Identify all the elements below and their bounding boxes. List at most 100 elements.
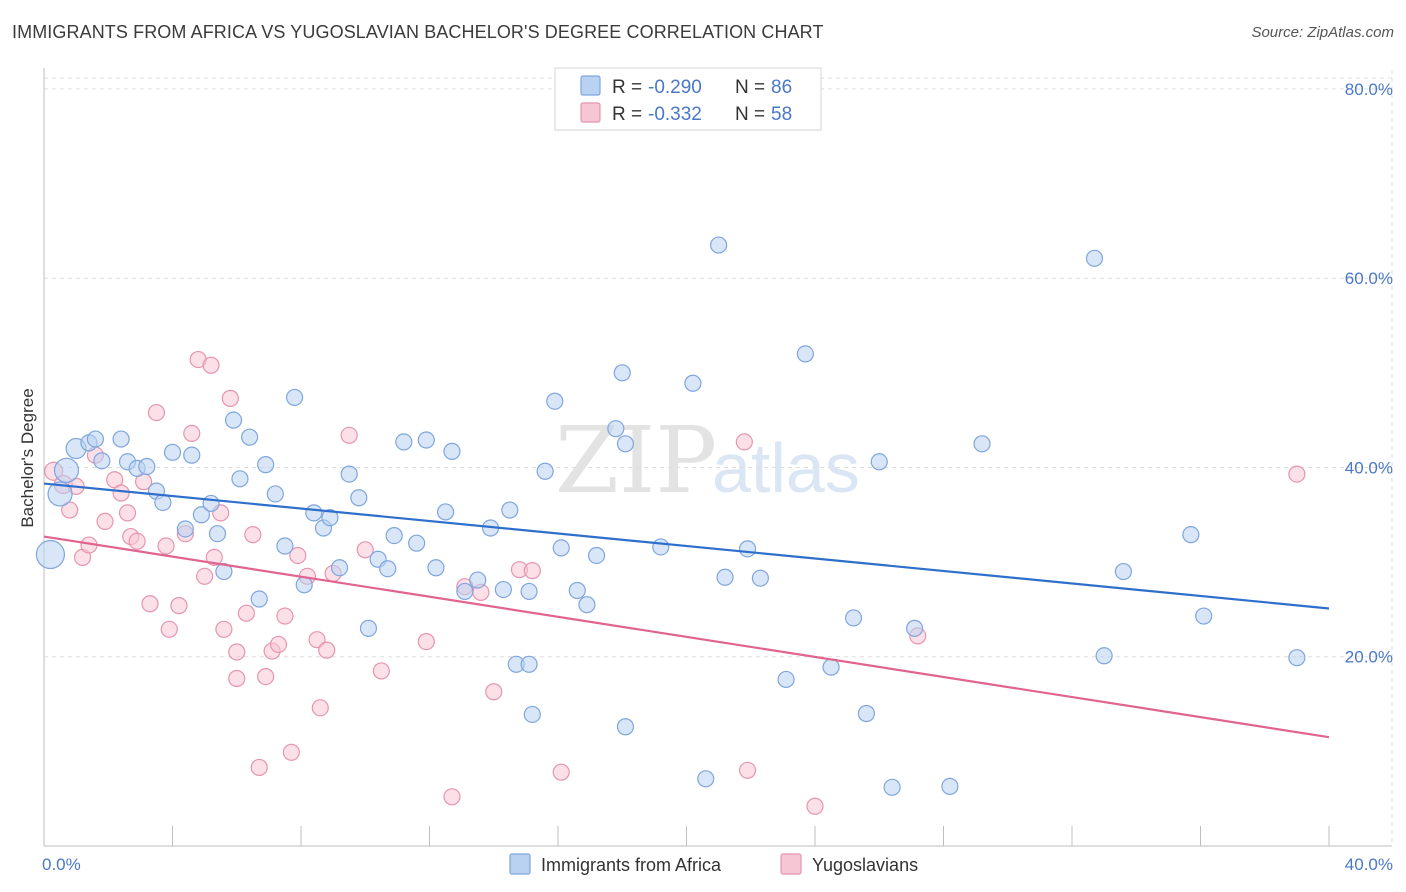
yugoslavians-point (806, 797, 824, 815)
yugoslavians-point (735, 433, 753, 451)
africa-point (257, 456, 275, 474)
legend-n-label-yugoslavians: N = (735, 104, 765, 125)
yugoslavians-point (1288, 465, 1306, 483)
y-tick-label: 60.0% (1345, 269, 1393, 288)
yugoslavians-point (289, 546, 307, 565)
yugoslavians-point (205, 548, 223, 566)
africa-point (520, 582, 538, 601)
africa-point (796, 345, 814, 363)
legend-n-value-africa: 86 (771, 77, 792, 98)
africa-point (53, 457, 80, 483)
yugoslavians-point (183, 424, 201, 442)
legend-swatch-africa (580, 75, 601, 96)
yugoslavians-point (276, 607, 294, 625)
africa-point (1182, 526, 1200, 544)
africa-point (883, 778, 901, 796)
tick-labels: 20.0% 40.0% 60.0% 80.0% 0.0% 40.0% (42, 80, 1393, 874)
africa-point (536, 462, 554, 480)
africa-point (546, 392, 564, 410)
y-axis-label: Bachelor's Degree (18, 388, 37, 527)
watermark-zip: ZIP (555, 407, 717, 514)
africa-point (285, 388, 304, 407)
africa-point (777, 670, 795, 689)
africa-point (192, 506, 211, 524)
africa-point (208, 525, 227, 543)
africa-point (350, 489, 368, 507)
africa-point (578, 596, 596, 614)
bottom-legend-label-yugoslavians: Yugoslavians (812, 855, 918, 875)
watermark-atlas: atlas (712, 429, 860, 507)
yugoslavians-point (417, 632, 435, 651)
africa-point (443, 442, 461, 460)
trend-lines (43, 482, 1330, 739)
africa-point (340, 465, 358, 483)
africa-point (607, 420, 625, 438)
legend-n-value-yugoslavians: 58 (771, 104, 792, 125)
yugoslavians-point (215, 620, 233, 638)
yugoslavians-trend-line (43, 535, 1330, 739)
yugoslavians-point (269, 635, 288, 654)
legend-r-label-africa: R = (612, 77, 642, 98)
legend-n-label-africa: N = (735, 77, 765, 98)
chart-title: IMMIGRANTS FROM AFRICA VS YUGOSLAVIAN BA… (12, 22, 824, 42)
africa-point (231, 470, 249, 488)
africa-point (973, 435, 991, 453)
africa-point (176, 520, 194, 538)
source-credit: Source: ZipAtlas.com (1251, 24, 1394, 41)
africa-point (86, 430, 105, 448)
africa-point (844, 609, 863, 627)
yugoslavians-points (44, 350, 1306, 815)
africa-point (321, 509, 339, 527)
africa-point (941, 777, 959, 795)
yugoslavians-point (228, 669, 246, 688)
yugoslavians-point (250, 758, 268, 777)
yugoslavians-point (237, 604, 255, 622)
africa-point (652, 538, 670, 556)
yugoslavians-point (443, 788, 461, 806)
africa-point (305, 504, 323, 522)
africa-point (112, 430, 130, 448)
africa-point (469, 571, 487, 589)
yugoslavians-point (356, 541, 374, 559)
yugoslavians-point (523, 562, 541, 580)
africa-point (1288, 649, 1306, 667)
yugoslavians-point (318, 641, 336, 659)
legend-swatch-yugoslavians (580, 102, 601, 123)
africa-point (613, 364, 631, 382)
africa-point (163, 443, 182, 461)
yugoslavians-point (738, 761, 757, 779)
africa-point (616, 435, 635, 453)
yugoslavians-point (244, 526, 262, 544)
yugoslavians-point (202, 356, 220, 374)
africa-point (408, 534, 426, 552)
africa-point (1085, 249, 1104, 267)
africa-point (202, 494, 220, 513)
watermark: ZIP atlas (555, 407, 860, 514)
africa-point (501, 501, 519, 519)
africa-point (427, 559, 445, 577)
africa-point (395, 433, 413, 451)
yugoslavians-point (552, 763, 570, 781)
africa-point (857, 704, 876, 723)
africa-point (456, 582, 474, 601)
africa-point (1195, 607, 1213, 625)
africa-point (520, 655, 538, 673)
yugoslavians-point (311, 699, 329, 717)
africa-point (224, 411, 243, 429)
yugoslavians-point (170, 597, 188, 615)
africa-point (738, 540, 757, 558)
yugoslavians-point (157, 537, 175, 555)
yugoslavians-point (340, 426, 358, 444)
africa-point (684, 374, 702, 392)
africa-point (266, 485, 284, 503)
y-tick-label: 40.0% (1345, 458, 1393, 477)
bottom-legend-swatch-yugoslavians (780, 853, 802, 875)
africa-point (568, 581, 586, 600)
africa-point (1095, 647, 1113, 665)
africa-point (385, 526, 403, 545)
africa-point (154, 493, 172, 512)
africa-point (710, 236, 728, 254)
africa-point (138, 457, 156, 476)
africa-point (250, 590, 268, 608)
